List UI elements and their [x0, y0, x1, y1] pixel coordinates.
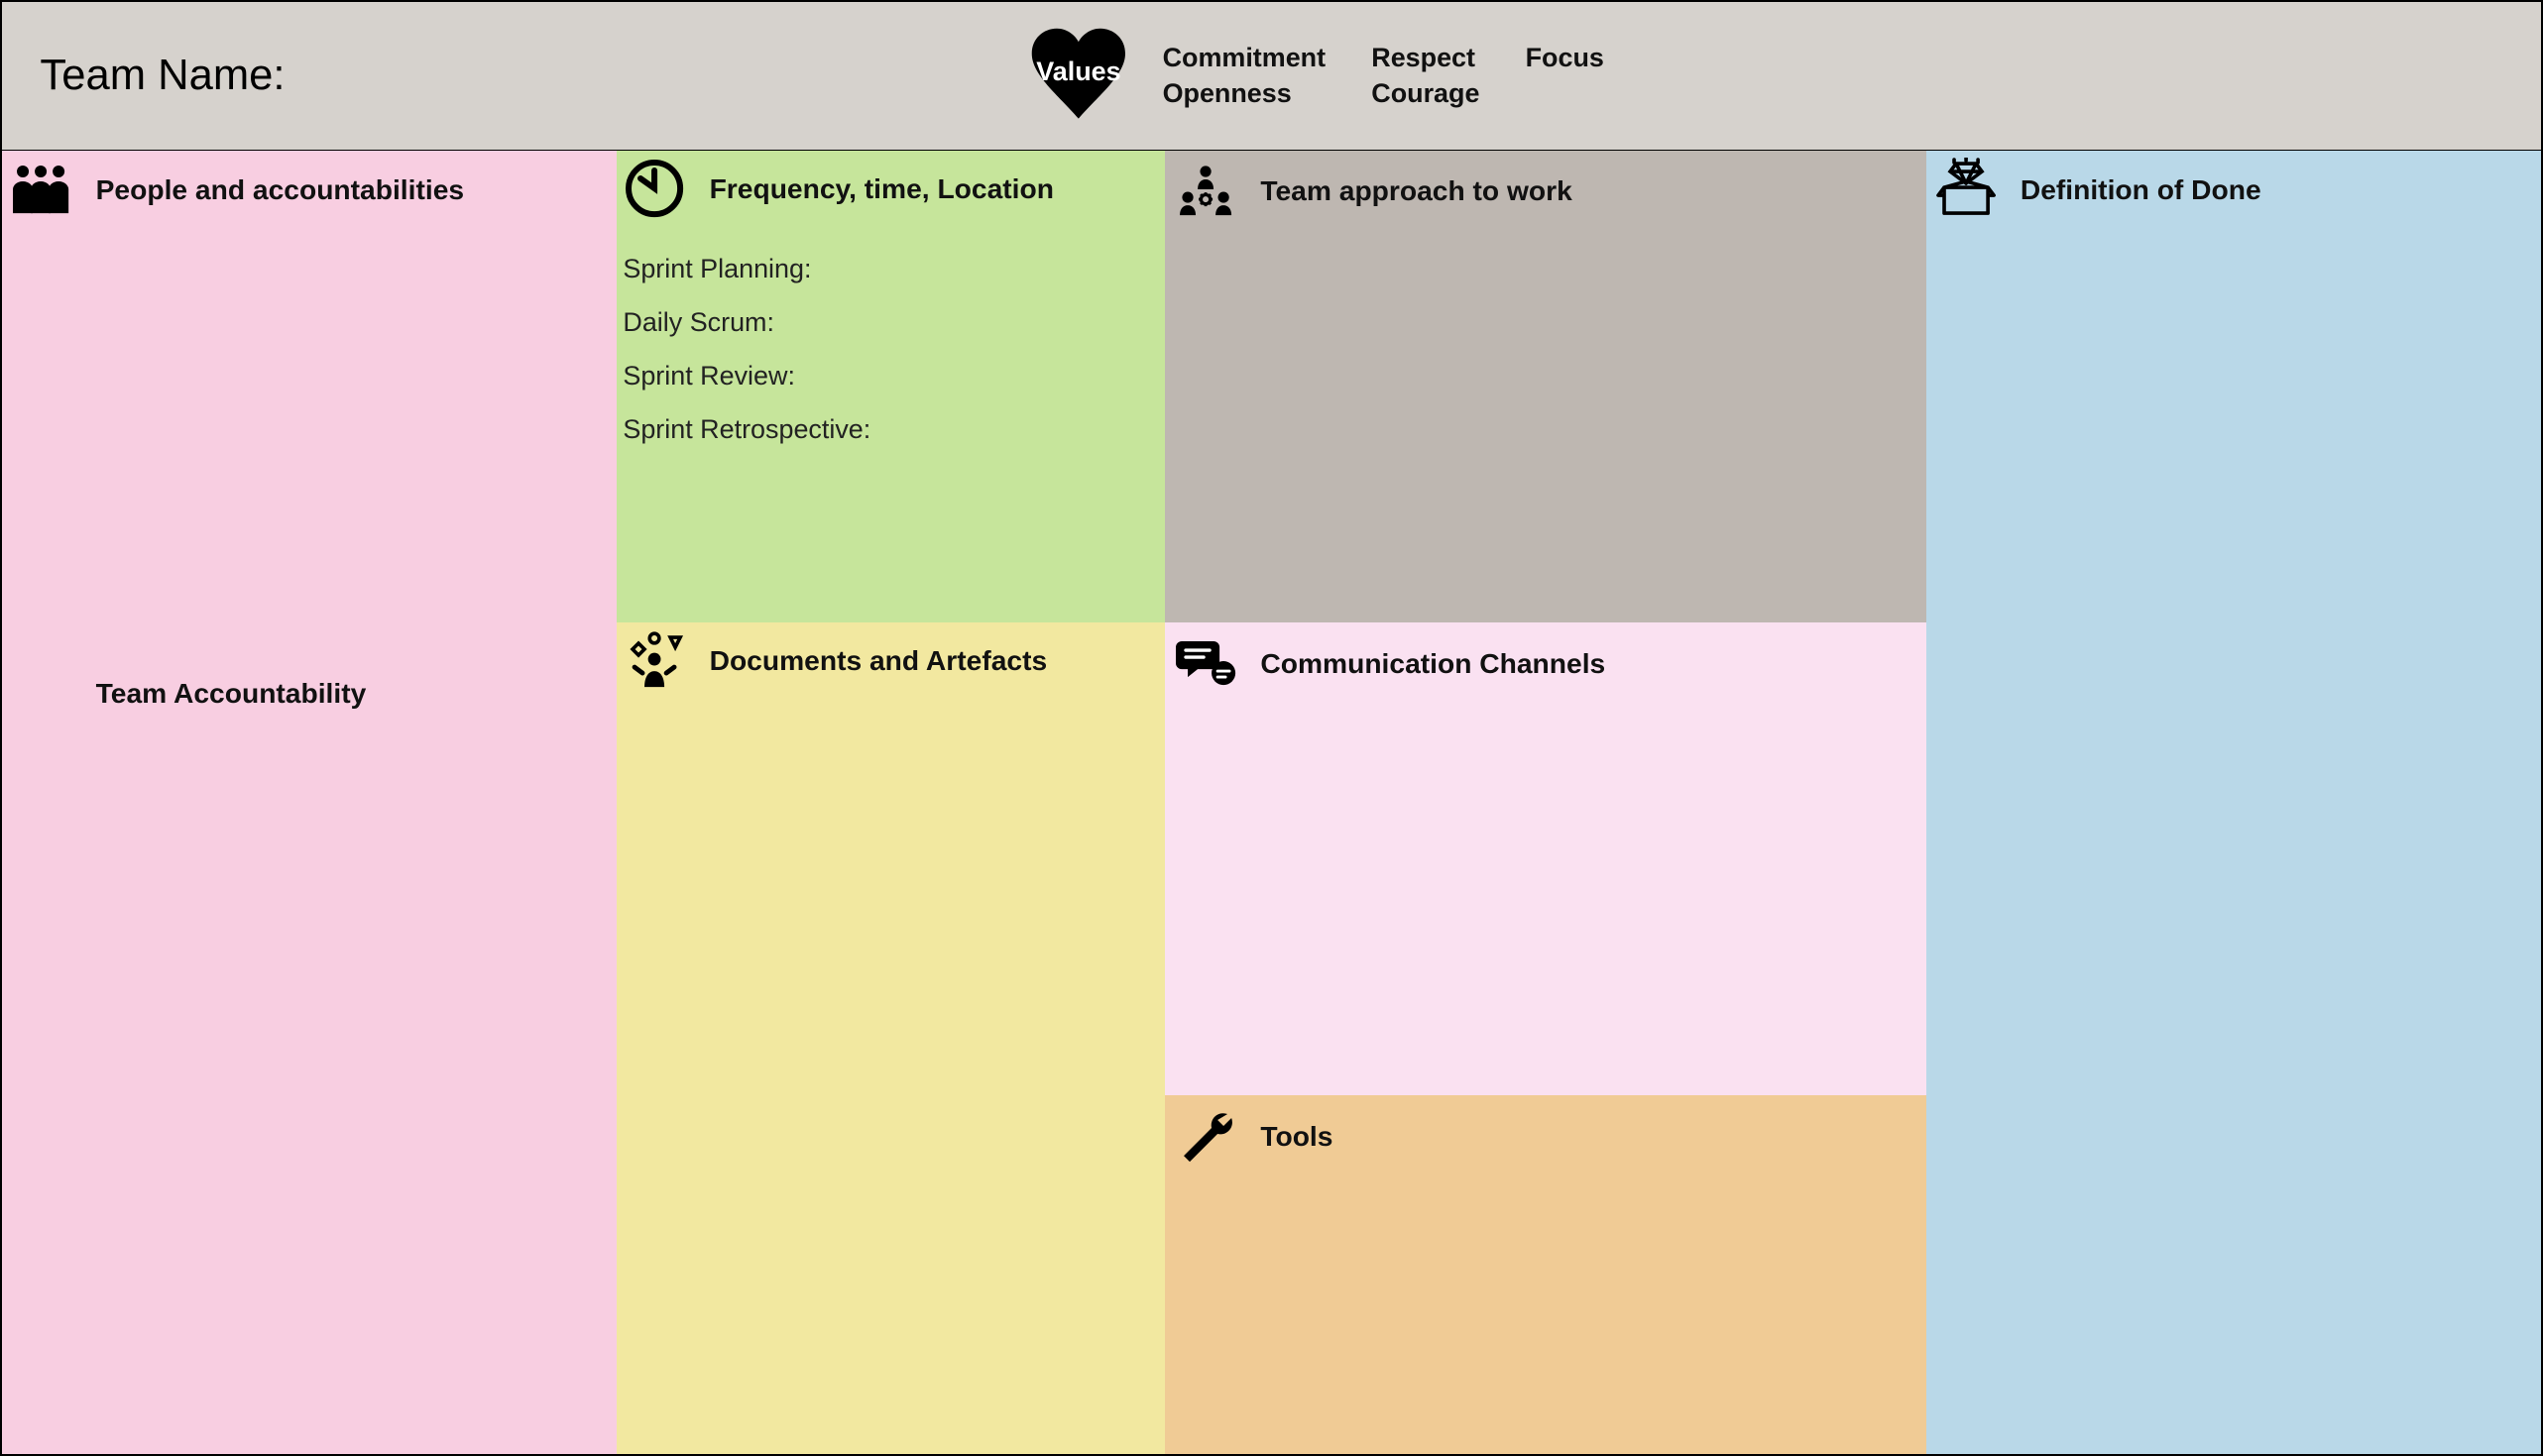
- value-item: Openness: [1163, 78, 1327, 109]
- juggler-icon: [623, 629, 686, 693]
- chat-icon: [1174, 631, 1237, 695]
- box-diamond-icon: [1934, 158, 1998, 221]
- field-item: Daily Scrum:: [623, 307, 1156, 338]
- cell-title: Tools: [1260, 1120, 1332, 1153]
- cell-people: People and accountabilities Team Account…: [2, 151, 617, 1454]
- cell-title: Frequency, time, Location: [710, 172, 1054, 205]
- value-item: Commitment: [1163, 43, 1327, 73]
- cell-approach: Team approach to work: [1165, 151, 1926, 623]
- field-item: Sprint Review:: [623, 361, 1156, 392]
- team-name-label: Team Name:: [40, 52, 1025, 100]
- team-canvas: Team Name: Values Commitment Respect Foc…: [0, 0, 2543, 1456]
- canvas-body: People and accountabilities Team Account…: [2, 151, 2541, 1454]
- value-item: Respect: [1371, 43, 1479, 73]
- clock-icon: [623, 157, 686, 220]
- field-item: Sprint Retrospective:: [623, 414, 1156, 445]
- values-list: Commitment Respect Focus Openness Courag…: [1163, 43, 1604, 109]
- cell-frequency: Frequency, time, Location Sprint Plannin…: [617, 151, 1165, 623]
- people-icon: [9, 158, 72, 221]
- heart-icon: Values: [1025, 22, 1132, 129]
- people-subtitle: Team Accountability: [96, 677, 608, 710]
- cell-title: Communication Channels: [1260, 647, 1605, 680]
- cell-communication: Communication Channels: [1165, 622, 1926, 1095]
- header: Team Name: Values Commitment Respect Foc…: [2, 2, 2541, 151]
- cell-title: People and accountabilities: [96, 173, 464, 206]
- frequency-fields: Sprint Planning: Daily Scrum: Sprint Rev…: [623, 254, 1156, 445]
- cell-title: Team approach to work: [1260, 174, 1571, 207]
- value-item: Courage: [1371, 78, 1479, 109]
- wrench-icon: [1174, 1104, 1237, 1168]
- cell-documents: Documents and Artefacts: [617, 622, 1165, 1454]
- cell-title: Definition of Done: [2021, 173, 2261, 206]
- team-gear-icon: [1174, 160, 1237, 223]
- heart-label: Values: [1025, 56, 1132, 87]
- cell-title: Documents and Artefacts: [710, 644, 1048, 677]
- value-item: [1526, 78, 1604, 109]
- values-block: Values Commitment Respect Focus Openness…: [1025, 22, 1604, 129]
- cell-tools: Tools: [1165, 1095, 1926, 1454]
- value-item: Focus: [1526, 43, 1604, 73]
- cell-dod: Definition of Done: [1926, 151, 2541, 1454]
- field-item: Sprint Planning:: [623, 254, 1156, 284]
